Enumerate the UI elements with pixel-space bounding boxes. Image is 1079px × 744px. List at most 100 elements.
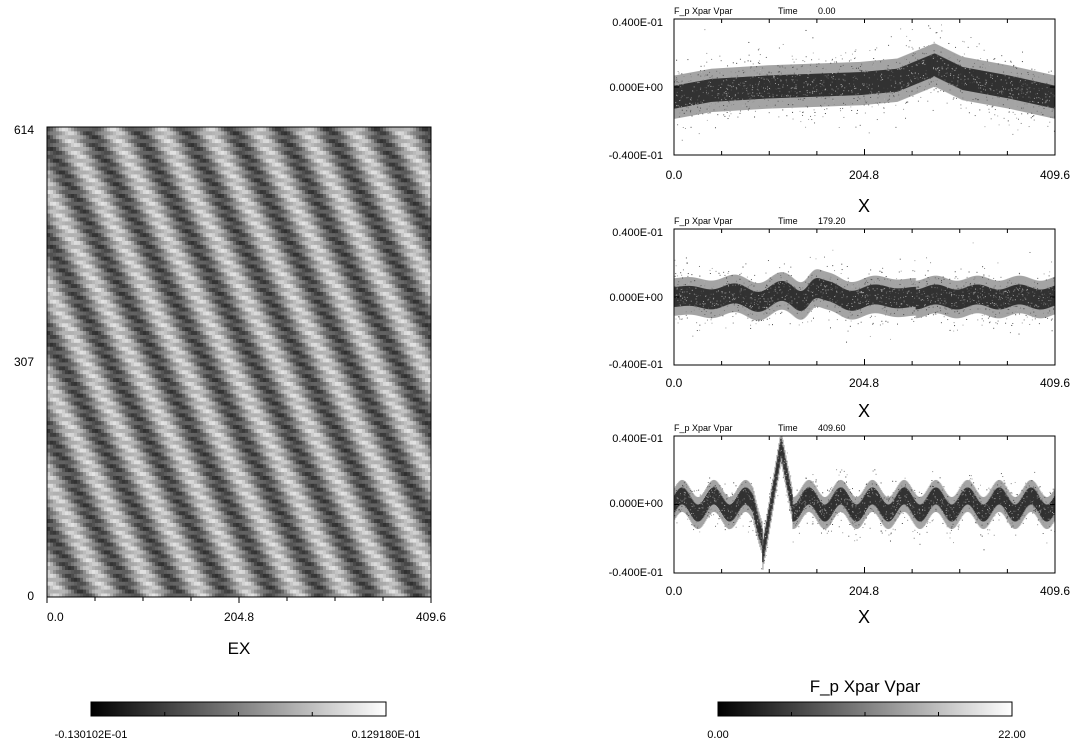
ex-heatmap-cell xyxy=(98,581,102,586)
ex-heatmap-cell xyxy=(281,448,285,453)
ex-heatmap-cell xyxy=(218,518,222,523)
ex-heatmap-cell xyxy=(50,448,54,453)
ex-heatmap-cell xyxy=(311,573,315,578)
ex-heatmap-cell xyxy=(140,456,144,461)
ex-heatmap-cell xyxy=(359,467,363,473)
ex-heatmap-cell xyxy=(224,459,228,465)
ex-heatmap-cell xyxy=(311,448,315,453)
ex-heatmap-cell xyxy=(212,538,216,543)
ex-heatmap-cell xyxy=(236,467,240,473)
ex-heatmap-cell xyxy=(176,557,180,563)
ex-heatmap-cell xyxy=(398,487,402,492)
ex-heatmap-cell xyxy=(83,585,87,590)
ex-heatmap-cell xyxy=(197,483,201,488)
ex-heatmap-cell xyxy=(119,553,123,559)
ex-heatmap-cell xyxy=(389,553,393,559)
ex-heatmap-cell xyxy=(413,483,417,488)
ex-heatmap-cell xyxy=(224,546,228,551)
ex-heatmap-cell xyxy=(326,495,330,500)
ex-heatmap-cell xyxy=(404,475,408,480)
ex-heatmap-cell xyxy=(323,534,327,539)
ex-heatmap-cell xyxy=(389,499,393,504)
ex-heatmap-cell xyxy=(389,518,393,523)
ex-heatmap-cell xyxy=(92,522,96,527)
ex-heatmap-cell xyxy=(245,499,249,504)
ex-heatmap-cell xyxy=(83,573,87,578)
ex-heatmap-cell xyxy=(170,565,174,570)
ex-heatmap-cell xyxy=(152,526,156,531)
ex-heatmap-cell xyxy=(173,506,177,512)
ex-heatmap-cell xyxy=(233,463,237,469)
ex-heatmap-cell xyxy=(206,553,210,559)
ex-heatmap-cell xyxy=(308,561,312,567)
ex-heatmap-cell xyxy=(308,475,312,480)
ex-heatmap-cell xyxy=(131,538,135,543)
ex-heatmap-cell xyxy=(113,518,117,523)
ex-heatmap-cell xyxy=(155,585,159,590)
ex-heatmap-cell xyxy=(164,542,168,547)
ex-heatmap-cell xyxy=(392,557,396,563)
ex-heatmap-cell xyxy=(332,475,336,480)
ex-heatmap-cell xyxy=(47,530,51,535)
ex-heatmap-cell xyxy=(137,456,141,461)
ex-heatmap-cell xyxy=(122,526,126,531)
ex-heatmap-cell xyxy=(260,565,264,570)
ex-heatmap-cell xyxy=(410,452,414,457)
ex-heatmap-row xyxy=(47,467,431,473)
ex-heatmap-cell xyxy=(191,561,195,567)
ex-heatmap-cell xyxy=(371,475,375,480)
ex-heatmap-cell xyxy=(158,542,162,547)
ex-heatmap-cell xyxy=(245,593,249,597)
ex-heatmap-cell xyxy=(296,479,300,484)
ex-heatmap-cell xyxy=(332,499,336,504)
ex-heatmap-cell xyxy=(167,499,171,504)
ex-heatmap-cell xyxy=(296,573,300,578)
ex-heatmap-cell xyxy=(68,534,72,539)
ex-heatmap-cell xyxy=(326,526,330,531)
ex-heatmap-cell xyxy=(86,483,90,488)
ex-heatmap-cell xyxy=(47,542,51,547)
ex-heatmap-cell xyxy=(59,499,63,504)
ex-heatmap-cell xyxy=(374,518,378,523)
ex-heatmap-cell xyxy=(68,467,72,473)
ex-heatmap-cell xyxy=(194,565,198,570)
ex-heatmap-cell xyxy=(227,479,231,484)
ex-heatmap-cell xyxy=(395,585,399,590)
ex-heatmap-cell xyxy=(257,491,261,496)
ex-heatmap-cell xyxy=(101,463,105,469)
ex-heatmap-cell xyxy=(89,503,93,508)
ex-heatmap-cell xyxy=(401,459,405,465)
ex-heatmap-cell xyxy=(365,495,369,500)
ex-heatmap-cell xyxy=(323,499,327,504)
ex-heatmap-cell xyxy=(164,577,168,582)
ex-heatmap-cell xyxy=(233,503,237,508)
ex-heatmap-cell xyxy=(170,510,174,516)
ex-heatmap-cell xyxy=(179,479,183,484)
ex-heatmap-cell xyxy=(380,452,384,457)
ex-heatmap-cell xyxy=(92,463,96,469)
ex-heatmap-cell xyxy=(350,546,354,551)
ex-heatmap-cell xyxy=(419,561,423,567)
ex-heatmap-cell xyxy=(242,503,246,508)
ex-heatmap-cell xyxy=(122,561,126,567)
ex-heatmap-cell xyxy=(146,518,150,523)
ex-heatmap-cell xyxy=(212,456,216,461)
ex-heatmap-cell xyxy=(143,522,147,527)
ex-heatmap-cell xyxy=(68,577,72,582)
ex-heatmap-cell xyxy=(206,557,210,563)
ex-heatmap-cell xyxy=(350,475,354,480)
ex-heatmap-cell xyxy=(74,467,78,473)
ex-heatmap-cell xyxy=(206,444,210,449)
ex-heatmap-cell xyxy=(80,463,84,469)
ex-heatmap-cell xyxy=(422,561,426,567)
ex-heatmap-cell xyxy=(374,452,378,457)
ex-heatmap-cell xyxy=(119,522,123,527)
ex-heatmap-cell xyxy=(140,546,144,551)
ex-heatmap-cell xyxy=(281,581,285,586)
ex-heatmap-cell xyxy=(398,506,402,512)
ex-heatmap-cell xyxy=(326,534,330,539)
ex-heatmap-cell xyxy=(200,467,204,473)
ex-heatmap-cell xyxy=(260,589,264,594)
ex-heatmap-cell xyxy=(89,585,93,590)
ex-heatmap-cell xyxy=(419,522,423,527)
